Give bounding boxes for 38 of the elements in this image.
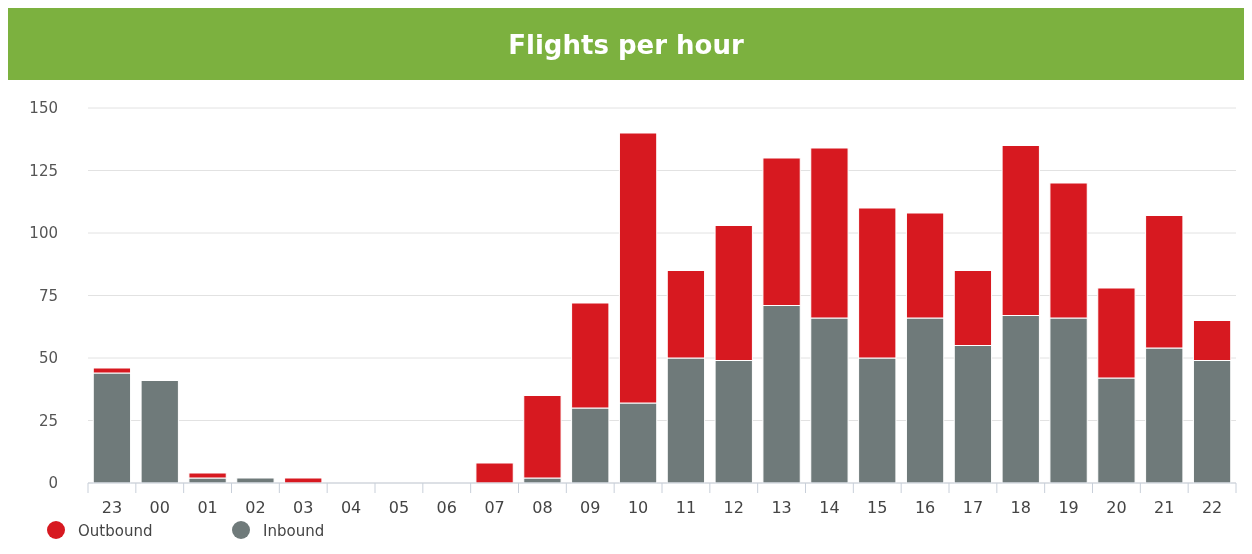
bar (523, 395, 562, 479)
x-tick-label: 12 (723, 498, 744, 517)
y-tick-label: 75 (38, 286, 58, 305)
x-tick-label: 16 (914, 498, 936, 517)
bar (188, 472, 227, 479)
x-tick-label: 17 (962, 498, 984, 517)
x-tick-label: 22 (1201, 498, 1223, 517)
y-tick-label: 150 (29, 99, 58, 117)
bar (140, 380, 179, 484)
x-tick-label: 06 (436, 498, 457, 517)
x-tick-label: 08 (532, 498, 553, 517)
x-tick-label: 13 (771, 498, 792, 517)
x-tick-label: 18 (1010, 498, 1031, 517)
chart-title: Flights per hour (508, 30, 744, 60)
x-tick-label: 07 (484, 498, 505, 517)
x-tick-label: 05 (388, 498, 410, 517)
y-tick-label: 100 (29, 224, 58, 242)
x-tick-label: 21 (1154, 498, 1175, 517)
legend-label: Inbound (263, 522, 325, 540)
x-tick-label: 15 (867, 498, 888, 517)
bar (475, 462, 514, 484)
y-tick-label: 50 (38, 349, 58, 367)
x-tick-label: 00 (149, 498, 170, 517)
x-tick-label: 09 (580, 498, 601, 517)
y-tick-label: 25 (38, 411, 58, 430)
x-tick-label: 14 (819, 498, 840, 517)
x-tick-label: 20 (1106, 498, 1127, 517)
x-tick-label: 23 (101, 498, 123, 517)
x-tick-label: 10 (627, 498, 649, 517)
legend-label: Outbound (78, 522, 153, 540)
x-tick-label: 11 (675, 498, 697, 517)
y-tick-label: 0 (48, 474, 58, 492)
x-tick-label: 01 (197, 498, 218, 517)
x-tick-label: 02 (245, 498, 266, 517)
x-tick-label: 03 (293, 498, 314, 517)
x-tick-label: 19 (1058, 498, 1079, 517)
x-tick-label: 04 (340, 498, 362, 517)
y-tick-label: 125 (29, 161, 58, 180)
